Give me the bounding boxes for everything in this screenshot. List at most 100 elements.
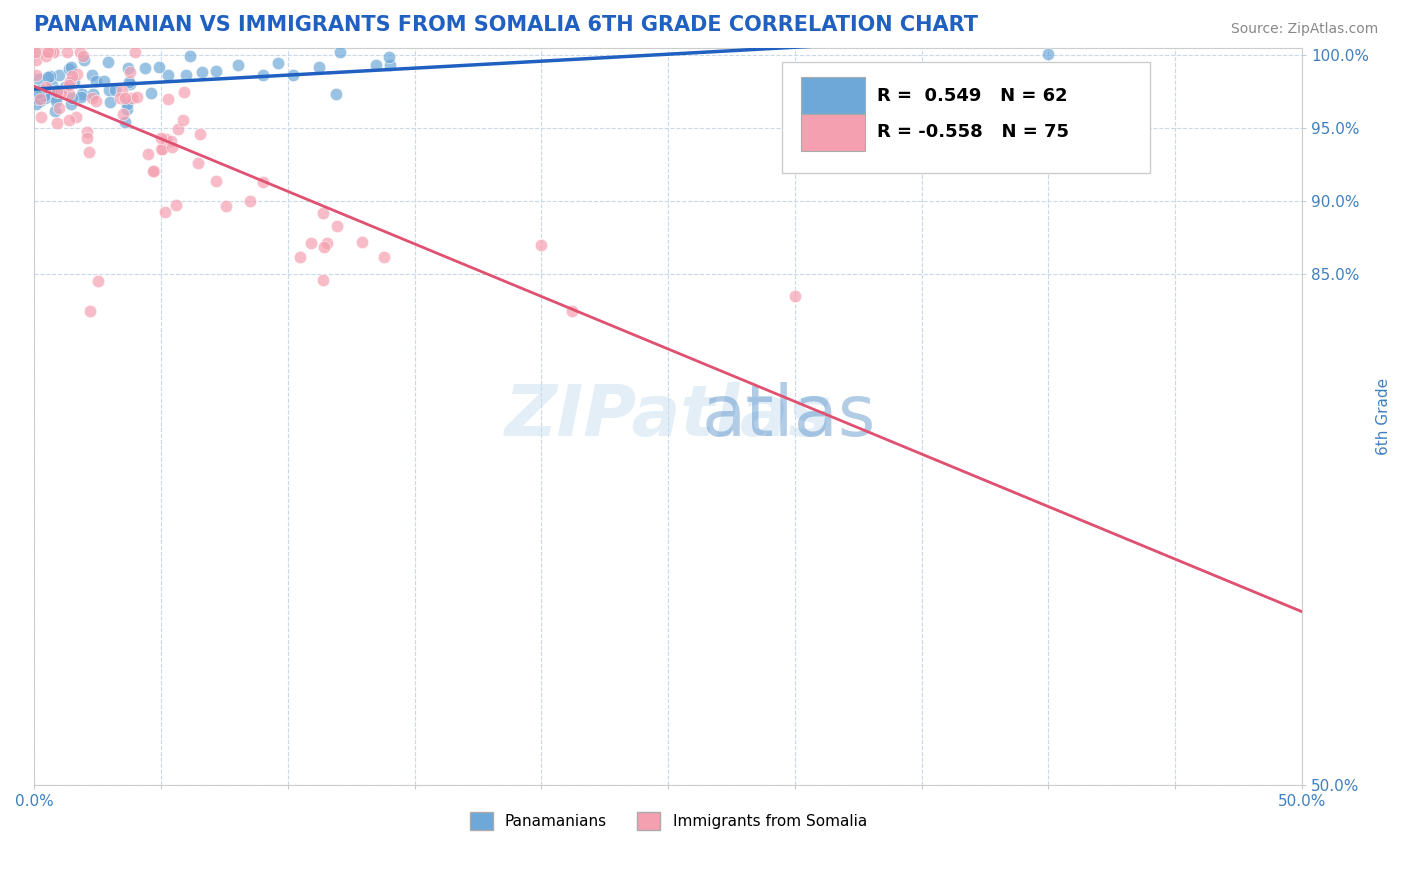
Point bbox=[162, 140, 184, 154]
Point bbox=[42, 87, 65, 102]
Point bbox=[118, 75, 141, 89]
Point bbox=[24, 45, 46, 59]
Point bbox=[30, 82, 52, 96]
Point bbox=[44, 104, 66, 119]
Point bbox=[108, 91, 131, 105]
Point bbox=[42, 45, 65, 59]
Point bbox=[290, 250, 312, 264]
Point bbox=[111, 107, 134, 121]
Point bbox=[366, 58, 388, 72]
Point bbox=[28, 93, 51, 107]
Point bbox=[312, 206, 335, 220]
Point bbox=[53, 80, 76, 95]
Point bbox=[115, 97, 138, 112]
Point bbox=[311, 273, 333, 287]
Point bbox=[142, 164, 165, 178]
Point bbox=[783, 289, 806, 303]
Point bbox=[28, 72, 51, 87]
Point bbox=[37, 70, 59, 84]
Point bbox=[58, 76, 80, 90]
Point bbox=[93, 73, 115, 87]
Point bbox=[104, 83, 127, 97]
Point bbox=[44, 89, 66, 103]
FancyBboxPatch shape bbox=[801, 78, 865, 114]
Point bbox=[48, 101, 70, 115]
Point bbox=[110, 84, 132, 98]
Point bbox=[76, 131, 98, 145]
Point bbox=[63, 75, 86, 89]
Point bbox=[157, 92, 180, 106]
Point bbox=[72, 49, 94, 63]
Point bbox=[153, 205, 176, 219]
Point bbox=[97, 83, 120, 97]
Point bbox=[35, 45, 58, 59]
Point bbox=[82, 91, 104, 105]
Point bbox=[115, 102, 138, 116]
Point bbox=[28, 45, 51, 59]
Point bbox=[378, 58, 401, 72]
Point bbox=[66, 67, 89, 81]
Point bbox=[252, 68, 274, 82]
Point bbox=[45, 85, 67, 99]
Point bbox=[69, 90, 91, 104]
Point bbox=[60, 97, 83, 112]
Text: atlas: atlas bbox=[702, 382, 876, 450]
Point bbox=[117, 62, 139, 76]
Point bbox=[58, 112, 80, 127]
Point bbox=[37, 45, 59, 59]
Point bbox=[38, 45, 60, 59]
Point bbox=[148, 60, 170, 74]
FancyBboxPatch shape bbox=[801, 114, 865, 151]
Text: Source: ZipAtlas.com: Source: ZipAtlas.com bbox=[1230, 22, 1378, 37]
Point bbox=[329, 45, 352, 59]
Point bbox=[150, 143, 173, 157]
Point bbox=[27, 92, 49, 106]
Point bbox=[188, 127, 211, 141]
Point bbox=[166, 122, 188, 136]
Point bbox=[165, 198, 187, 212]
Point bbox=[30, 94, 52, 108]
Point bbox=[561, 304, 583, 318]
Point bbox=[114, 115, 136, 129]
Point bbox=[86, 94, 108, 108]
Legend: Panamanians, Immigrants from Somalia: Panamanians, Immigrants from Somalia bbox=[464, 805, 873, 837]
Point bbox=[41, 88, 63, 103]
Point bbox=[45, 95, 67, 109]
Point bbox=[38, 69, 60, 83]
Point bbox=[118, 64, 141, 78]
Point bbox=[58, 62, 80, 76]
Point bbox=[173, 85, 195, 99]
Point bbox=[73, 53, 96, 67]
Point bbox=[239, 194, 262, 208]
Point bbox=[314, 240, 336, 254]
Point bbox=[142, 164, 165, 178]
Point bbox=[204, 64, 226, 78]
Point bbox=[60, 91, 83, 105]
Point bbox=[32, 88, 55, 103]
Point bbox=[121, 91, 143, 105]
Point bbox=[141, 86, 163, 100]
Point bbox=[58, 78, 80, 92]
Text: ZIPatlas: ZIPatlas bbox=[505, 382, 832, 450]
Point bbox=[69, 45, 91, 59]
Point bbox=[48, 68, 70, 82]
Point bbox=[58, 87, 80, 101]
Point bbox=[352, 235, 374, 249]
Point bbox=[281, 68, 304, 82]
Y-axis label: 6th Grade: 6th Grade bbox=[1376, 378, 1391, 455]
Point bbox=[172, 113, 194, 128]
Point bbox=[136, 147, 159, 161]
Text: PANAMANIAN VS IMMIGRANTS FROM SOMALIA 6TH GRADE CORRELATION CHART: PANAMANIAN VS IMMIGRANTS FROM SOMALIA 6T… bbox=[34, 15, 979, 35]
Point bbox=[120, 77, 142, 91]
FancyBboxPatch shape bbox=[782, 62, 1150, 173]
Point bbox=[267, 56, 290, 70]
Point bbox=[56, 45, 79, 59]
Point bbox=[60, 60, 83, 74]
Point bbox=[373, 250, 395, 264]
Point bbox=[377, 49, 399, 63]
Point bbox=[45, 116, 67, 130]
Point bbox=[30, 110, 52, 124]
Point bbox=[28, 87, 51, 101]
Point bbox=[87, 274, 110, 288]
Point bbox=[65, 110, 87, 124]
